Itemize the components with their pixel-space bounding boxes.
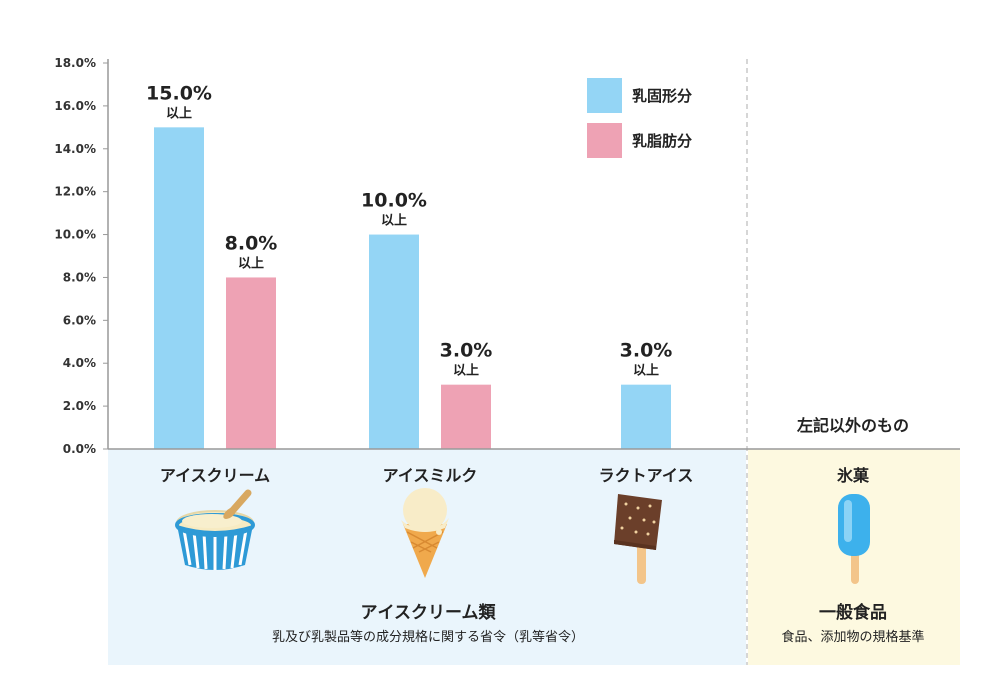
group-subtitle-general: 食品、添加物の規格基準 bbox=[781, 630, 925, 645]
bar-value-label: 3.0% bbox=[620, 340, 673, 362]
y-tick-label: 0.0% bbox=[63, 442, 96, 456]
category-label-ice-milk: アイスミルク bbox=[382, 466, 478, 485]
legend-swatch bbox=[587, 78, 622, 113]
y-tick-label: 8.0% bbox=[63, 270, 96, 284]
chocolate-bar-icon bbox=[614, 494, 662, 584]
group-title-ice-cream: アイスクリーム類 bbox=[360, 603, 496, 623]
ice-cream-cup-icon bbox=[175, 489, 255, 570]
legend-swatch bbox=[587, 123, 622, 158]
group-subtitle-ice-cream: 乳及び乳製品等の成分規格に関する省令（乳等省令） bbox=[271, 630, 585, 645]
bar-suffix-label: 以上 bbox=[453, 364, 479, 379]
bar-value-label: 15.0% bbox=[146, 82, 212, 104]
legend-label: 乳固形分 bbox=[632, 87, 692, 105]
y-tick-label: 10.0% bbox=[54, 228, 96, 242]
bar bbox=[226, 277, 276, 449]
ice-pop-icon bbox=[838, 494, 870, 584]
y-tick-label: 12.0% bbox=[54, 185, 96, 199]
bar-suffix-label: 以上 bbox=[238, 256, 264, 271]
bar-suffix-label: 以上 bbox=[633, 364, 659, 379]
y-tick-label: 18.0% bbox=[54, 56, 96, 70]
y-tick-label: 4.0% bbox=[63, 356, 96, 370]
bar-suffix-label: 以上 bbox=[166, 106, 192, 121]
bar-suffix-label: 以上 bbox=[381, 214, 407, 229]
bar-value-label: 8.0% bbox=[225, 232, 278, 254]
category-label-ice-cream: アイスクリーム bbox=[159, 466, 271, 485]
bar-value-label: 3.0% bbox=[440, 340, 493, 362]
bar bbox=[441, 384, 491, 449]
bar bbox=[621, 384, 671, 449]
bar bbox=[154, 127, 204, 449]
soft-cone-icon bbox=[401, 488, 449, 578]
other-header: 左記以外のもの bbox=[796, 416, 910, 435]
bar-value-label: 10.0% bbox=[361, 190, 427, 212]
y-tick-label: 16.0% bbox=[54, 99, 96, 113]
y-tick-label: 6.0% bbox=[63, 313, 96, 327]
bar bbox=[369, 234, 419, 449]
category-label-lacto-ice: ラクトアイス bbox=[598, 466, 694, 485]
category-label-hyoka: 氷菓 bbox=[836, 466, 870, 485]
y-tick-label: 14.0% bbox=[54, 142, 96, 156]
y-tick-label: 2.0% bbox=[63, 399, 96, 413]
group-title-general: 一般食品 bbox=[819, 603, 887, 623]
legend-label: 乳脂肪分 bbox=[632, 132, 692, 150]
